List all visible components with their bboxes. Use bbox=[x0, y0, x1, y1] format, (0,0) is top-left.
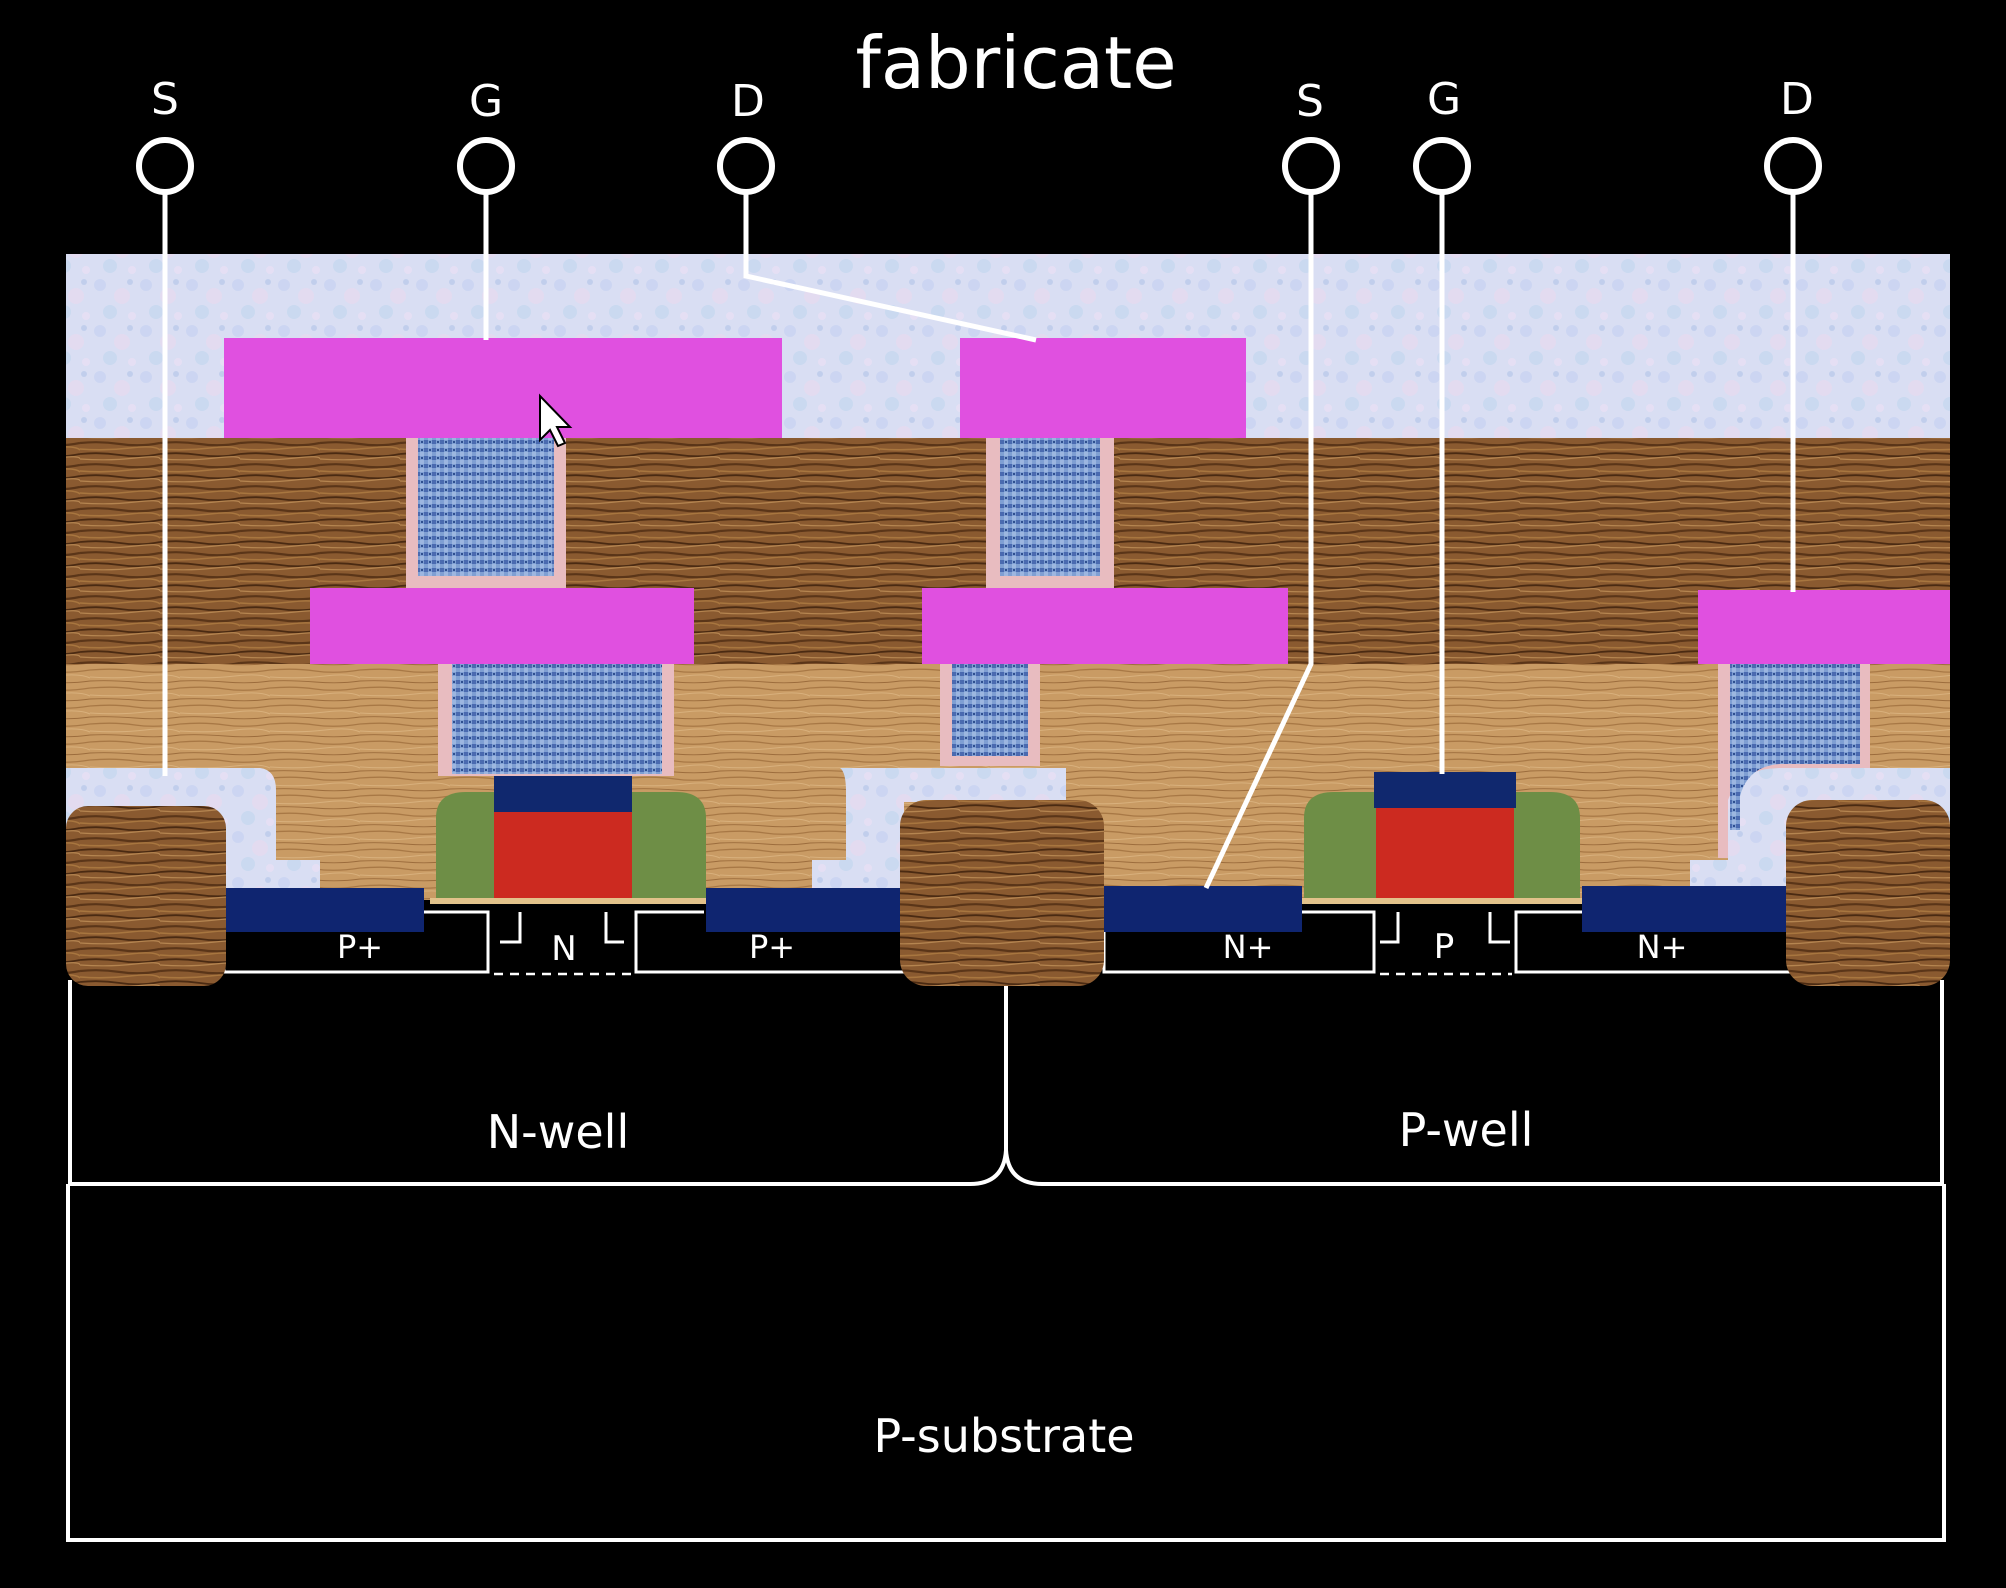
sti-left bbox=[66, 806, 226, 986]
label-nmos-source: S bbox=[1296, 76, 1324, 127]
label-pmos-drain: D bbox=[731, 76, 765, 127]
wire-nmos-source bbox=[1203, 190, 1314, 890]
label-nmos-left-diffusion: N+ bbox=[1223, 928, 1274, 966]
nmos-drain-silicide bbox=[1582, 886, 1788, 932]
label-pmos-gate: G bbox=[469, 76, 503, 127]
wire-pmos-drain bbox=[743, 190, 1037, 343]
label-nmos-gate: G bbox=[1427, 74, 1461, 125]
label-substrate: P-substrate bbox=[873, 1409, 1134, 1463]
nmos-gate-silicide bbox=[1374, 772, 1516, 808]
label-pmos-left-diffusion: P+ bbox=[337, 928, 383, 966]
nmos-ldd-left bbox=[1380, 912, 1400, 944]
metal1-drain bbox=[922, 588, 1288, 664]
via1-right bbox=[1000, 438, 1100, 576]
nmos-source-silicide bbox=[1104, 886, 1302, 932]
terminal-nmos-gate bbox=[1413, 137, 1471, 195]
nmos-gate-poly bbox=[1376, 806, 1514, 898]
diffusion-outlines bbox=[222, 910, 1790, 974]
pmos-gate-poly bbox=[494, 810, 632, 898]
contact-drain bbox=[952, 664, 1028, 756]
label-nwell: N-well bbox=[487, 1105, 630, 1159]
metal2-pmos-gate bbox=[224, 338, 782, 438]
nmos-ldd-right bbox=[1488, 912, 1510, 944]
contact-pmos-gate bbox=[452, 664, 662, 774]
pmos-right-diffusion-outline bbox=[634, 910, 904, 974]
terminal-nmos-drain bbox=[1764, 137, 1822, 195]
pmos-ldd-right bbox=[604, 912, 624, 944]
pmos-gate-oxide bbox=[430, 898, 710, 904]
label-pmos-right-diffusion: P+ bbox=[749, 928, 795, 966]
nmos-right-diffusion-outline bbox=[1514, 910, 1790, 974]
terminal-nmos-source bbox=[1282, 137, 1340, 195]
terminal-pmos-drain bbox=[717, 137, 775, 195]
pmos-gate-silicide bbox=[494, 776, 632, 812]
nmos-gate-oxide bbox=[1298, 898, 1586, 904]
label-pmos-channel: N bbox=[551, 929, 576, 969]
mouse-pointer-icon bbox=[539, 393, 573, 448]
label-pwell: P-well bbox=[1399, 1103, 1534, 1157]
label-pmos-source: S bbox=[151, 74, 179, 125]
metal2-drain bbox=[960, 338, 1246, 438]
surface-oxide-mid bbox=[812, 768, 1066, 890]
contact-nmos-drain bbox=[1730, 664, 1860, 830]
via1-left bbox=[418, 438, 554, 576]
diagram-title: fabricate bbox=[855, 21, 1176, 105]
label-nmos-right-diffusion: N+ bbox=[1637, 928, 1688, 966]
label-nmos-drain: D bbox=[1780, 74, 1814, 125]
sti-middle bbox=[900, 800, 1104, 986]
metal1-nmos-drain bbox=[1698, 590, 1950, 664]
pwell-outline bbox=[1004, 980, 1944, 1186]
terminal-pmos-gate bbox=[457, 137, 515, 195]
terminal-pmos-source bbox=[136, 137, 194, 195]
metal1-pmos-gate bbox=[310, 588, 694, 664]
label-nmos-channel: P bbox=[1434, 927, 1455, 967]
substrate-outline bbox=[66, 1184, 1946, 1542]
pmos-ldd-left bbox=[500, 912, 522, 944]
sti-right bbox=[1786, 800, 1950, 986]
pmos-source-silicide bbox=[226, 888, 424, 932]
pmos-drain-silicide bbox=[706, 888, 902, 932]
